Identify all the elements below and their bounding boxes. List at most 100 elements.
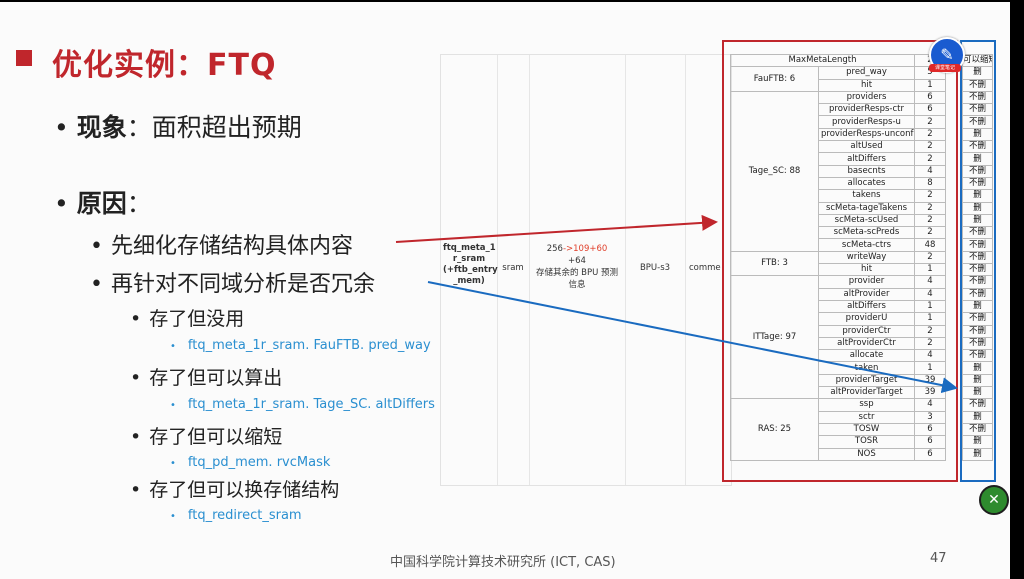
- reason-label: 原因: [76, 189, 127, 218]
- field-action: 不删: [962, 226, 993, 240]
- bullet-dot-icon: •: [170, 341, 176, 352]
- right-black-bar: [1010, 0, 1024, 579]
- table-row: takens 2: [731, 189, 946, 203]
- action-row: 不删: [962, 275, 993, 289]
- close-button[interactable]: ✕: [979, 485, 1009, 515]
- storage-width: 256->109+60 +64 存储其余的 BPU 预测 信息: [531, 243, 623, 291]
- case-example: • ftq_redirect_sram: [170, 508, 302, 523]
- title-square-icon: [16, 50, 32, 66]
- field-name: altDiffers: [818, 152, 915, 166]
- action-row: 删: [962, 189, 993, 203]
- field-bits: 2: [914, 127, 946, 142]
- field-name: providerResps-unconf: [818, 127, 915, 142]
- case-label: 存了但可以换存储结构: [149, 479, 340, 501]
- bullet-dot-icon: •: [54, 189, 69, 218]
- field-bits: 4: [914, 164, 946, 178]
- step-analyze: • 再针对不同域分析是否冗余: [90, 266, 375, 298]
- table-row: TOSR 6: [731, 435, 946, 449]
- width-new: ->109+60: [562, 244, 608, 254]
- table-row: scMeta-ctrs 48: [731, 238, 946, 252]
- action-table-body: 可以缩短删不删不删不删不删删不删删不删不删删删删不删不删不删不删不删不删删不删不…: [962, 53, 993, 461]
- bullet-dot-icon: •: [90, 272, 103, 297]
- table-row: scMeta-scUsed 2: [731, 213, 946, 228]
- width-old: 256: [546, 244, 563, 254]
- meta-table-body: MaxMetaLength2FauFTB: 6pred_way5hit1Tage…: [730, 53, 946, 461]
- slide-footer: 中国科学院计算技术研究所 (ICT, CAS): [390, 555, 616, 570]
- top-black-bar: [0, 0, 1024, 3]
- bullet-dot-icon: •: [170, 511, 176, 522]
- field-action: 不删: [962, 164, 993, 178]
- storage-desc: 存储其余的 BPU 预测: [535, 268, 619, 278]
- slide-title: 优化实例：FTQ: [52, 48, 277, 83]
- bullet-dot-icon: •: [130, 308, 142, 330]
- case-example-text: ftq_meta_1r_sram. Tage_SC. altDiffers: [187, 397, 435, 412]
- case-shortenable: • 存了但可以缩短: [130, 422, 282, 449]
- table-row: providerResps-unconf 2: [731, 127, 946, 142]
- case-label: 存了但可以算出: [149, 367, 283, 389]
- table-row: allocate 4: [731, 349, 946, 363]
- bullet-phenomenon: • 现象：面积超出预期: [54, 108, 302, 144]
- step-refine: • 先细化存储结构具体内容: [90, 228, 353, 260]
- storage-type: sram: [502, 263, 524, 273]
- field-name: scMeta-scUsed: [818, 213, 915, 228]
- case-label: 存了但没用: [149, 308, 245, 330]
- field-action: 删: [962, 447, 993, 461]
- blue-highlight-box: [960, 40, 996, 482]
- field-bits: 2: [914, 140, 946, 154]
- table-row: providerU 1: [731, 312, 946, 326]
- action-row: 不删: [962, 238, 993, 252]
- step-refine-text: 先细化存储结构具体内容: [110, 234, 353, 259]
- case-restructure: • 存了但可以换存储结构: [130, 475, 339, 502]
- table-row: altUsed 2: [731, 140, 946, 154]
- page-number: 47: [930, 551, 947, 566]
- bullet-dot-icon: •: [170, 400, 176, 411]
- case-unused: • 存了但没用: [130, 304, 244, 331]
- field-bits: 2: [914, 189, 946, 203]
- table-row: basecnts 4: [731, 164, 946, 178]
- storage-stage: BPU-s3: [639, 263, 671, 273]
- field-action: 删: [962, 189, 993, 203]
- case-label: 存了但可以缩短: [149, 426, 283, 448]
- field-bits: 6: [914, 447, 946, 461]
- group-name: Tage_SC: 88: [730, 90, 819, 252]
- field-action: 不删: [962, 275, 993, 289]
- table-row: providerCtr 2: [731, 324, 946, 338]
- case-example: • ftq_meta_1r_sram. FauFTB. pred_way: [170, 338, 431, 353]
- storage-desc: 信息: [568, 280, 586, 290]
- phenomenon-label: 现象: [76, 113, 127, 142]
- storage-name-line: _mem): [453, 276, 485, 286]
- table-row: providerResps-ctr 6: [731, 103, 946, 117]
- storage-width-line: 256->109+60: [531, 243, 623, 255]
- width-extra: +64: [568, 256, 586, 266]
- note-badge-label[interactable]: 课堂笔记: [929, 64, 961, 72]
- case-example-text: ftq_pd_mem. rvcMask: [187, 455, 331, 470]
- bullet-dot-icon: •: [170, 458, 176, 469]
- table-row: scMeta-scPreds 2: [731, 226, 946, 240]
- field-bits: 2: [914, 213, 946, 228]
- table-row: FauFTB: 6 pred_way 5: [730, 66, 946, 92]
- action-row: 删: [962, 201, 993, 215]
- case-example-text: ftq_redirect_sram: [187, 508, 302, 523]
- action-row: 不删: [962, 140, 993, 154]
- action-row: 不删: [962, 312, 993, 326]
- action-row: 删: [962, 127, 993, 142]
- case-computable: • 存了但可以算出: [130, 363, 282, 390]
- action-row: 不删: [962, 226, 993, 240]
- case-example: • ftq_meta_1r_sram. Tage_SC. altDiffers: [170, 397, 435, 412]
- table-row: altProviderTarget 39: [731, 386, 946, 400]
- field-name: NOS: [818, 447, 915, 461]
- field-action: 不删: [962, 238, 993, 252]
- action-row: 不删: [962, 176, 993, 191]
- bullet-reason: • 原因：: [54, 184, 152, 220]
- action-row: 不删: [962, 164, 993, 178]
- field-name: basecnts: [818, 164, 915, 178]
- table-row: NOS 6: [731, 447, 946, 461]
- field-action: 不删: [962, 176, 993, 191]
- bullet-dot-icon: •: [54, 113, 69, 142]
- field-bits: 8: [914, 176, 946, 191]
- field-action: 删: [962, 152, 993, 166]
- table-row: scMeta-tageTakens 2: [731, 201, 946, 215]
- bullet-dot-icon: •: [130, 479, 142, 501]
- field-action: 不删: [962, 140, 993, 154]
